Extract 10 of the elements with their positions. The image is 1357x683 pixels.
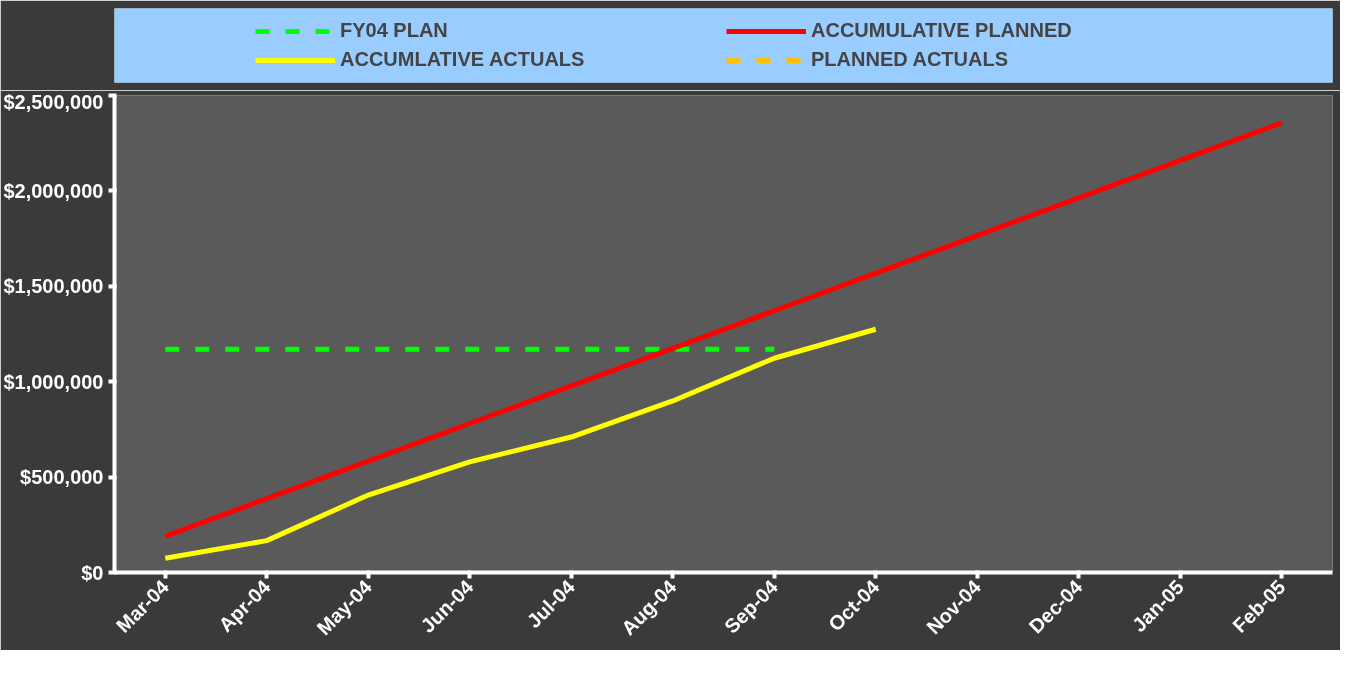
legend-label: FY04 PLAN: [340, 19, 449, 42]
y-tick-label: $1,500,000: [3, 275, 104, 298]
y-tick-label: $1,000,000: [3, 370, 104, 393]
legend-label: PLANNED ACTUALS: [811, 48, 1010, 71]
legend-label: ACCUMLATIVE ACTUALS: [340, 48, 586, 71]
y-tick-label: $2,000,000: [3, 179, 104, 202]
y-tick-label: $2,500,000: [3, 90, 104, 113]
y-tick-label: $500,000: [20, 466, 104, 489]
legend-label: ACCUMULATIVE PLANNED: [811, 19, 1073, 42]
y-tick-label: $0: [81, 561, 104, 584]
